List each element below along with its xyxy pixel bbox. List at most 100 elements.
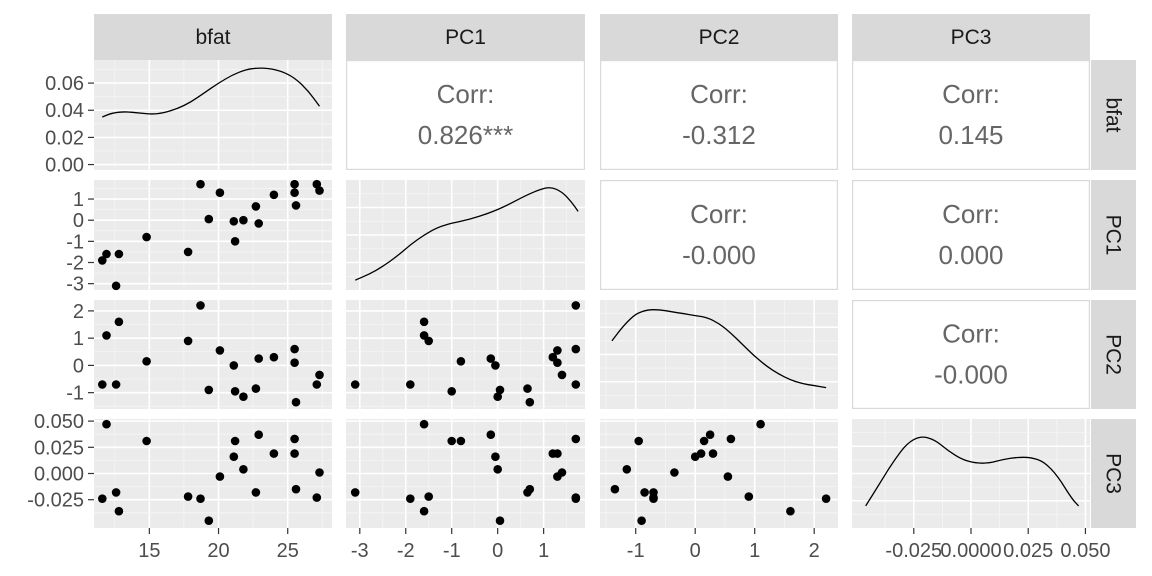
y-tick-label-bfat: 0.00 <box>45 155 84 177</box>
point-pc3-bfat-7 <box>204 516 214 525</box>
x-tick-label-pc2: 2 <box>809 540 820 562</box>
strip-row-label-pc1: PC1 <box>1102 215 1125 256</box>
point-pc1-bfat-1 <box>102 249 111 259</box>
point-pc3-pc1-4 <box>456 436 466 446</box>
point-pc2-pc1-13 <box>486 354 496 363</box>
point-pc2-bfat-8 <box>215 346 225 355</box>
point-pc2-bfat-19 <box>315 370 324 380</box>
x-tick-label-bfat: 20 <box>207 540 229 562</box>
point-pc3-pc2-8 <box>723 472 733 481</box>
panel-pc2-pc2 <box>600 300 838 409</box>
strip-row-pc2 <box>1091 300 1136 409</box>
point-pc2-pc1-4 <box>456 357 466 366</box>
panel-pc1-bfat <box>94 179 332 291</box>
y-tick-label-pc1: 1 <box>73 189 84 211</box>
corr-label: Corr: <box>942 199 1000 229</box>
strip-row-bfat <box>1091 60 1136 170</box>
corr-value: -0.312 <box>682 120 756 150</box>
panel-pc3-pc1 <box>346 419 585 528</box>
corr-label: Corr: <box>690 79 748 109</box>
y-tick-label-pc1: -3 <box>66 274 84 296</box>
y-axis-ticks: 0.000.020.040.06-3-2-101-1012-0.0250.000… <box>27 73 94 512</box>
point-pc3-bfat-14 <box>269 449 279 458</box>
point-pc3-pc2-12 <box>640 488 649 497</box>
x-tick-label-pc2: 1 <box>749 540 760 562</box>
point-pc1-bfat-5 <box>183 247 193 257</box>
point-pc3-pc1-11 <box>493 465 503 474</box>
point-pc2-pc1-2 <box>350 380 360 389</box>
x-tick-label-pc1: 1 <box>538 540 549 562</box>
point-pc2-pc1-9 <box>491 361 500 370</box>
point-pc2-bfat-11 <box>239 392 248 402</box>
y-tick-label-pc2: 2 <box>73 301 84 323</box>
point-pc2-pc1-18 <box>571 380 581 389</box>
point-pc2-bfat-14 <box>269 352 279 362</box>
point-pc1-bfat-3 <box>114 249 124 259</box>
corr-panel-bg <box>851 300 1090 410</box>
corr-value: -0.000 <box>682 240 756 270</box>
strip-col-pc2 <box>600 14 838 60</box>
strip-row-label-bfat: bfat <box>1102 97 1125 132</box>
point-pc1-bfat-15 <box>290 179 299 189</box>
corr-label: Corr: <box>690 199 748 229</box>
point-pc2-bfat-18 <box>312 380 322 389</box>
point-pc3-pc2-17 <box>610 484 620 494</box>
point-pc3-bfat-0 <box>98 494 107 504</box>
point-pc1-bfat-14 <box>269 190 279 200</box>
point-pc2-bfat-12 <box>251 384 261 393</box>
point-pc1-bfat-0 <box>98 256 107 265</box>
corr-value: 0.145 <box>938 120 1003 150</box>
y-tick-label-pc3: 0.000 <box>34 464 84 486</box>
point-pc2-bfat-5 <box>183 336 193 346</box>
density-curve-pc1 <box>354 187 579 281</box>
point-pc2-pc1-11 <box>493 392 503 402</box>
point-pc3-pc1-0 <box>406 494 415 504</box>
point-pc3-pc1-7 <box>495 516 505 525</box>
point-pc2-bfat-2 <box>111 380 121 389</box>
corr-panel-bg <box>599 180 838 291</box>
point-pc3-bfat-9 <box>229 452 239 462</box>
column-strips: bfat PC1 PC2 PC3 <box>94 14 1090 60</box>
point-pc3-pc2-7 <box>637 516 646 525</box>
corr-label: Corr: <box>437 79 495 109</box>
panel-pc1-pc3: Corr: 0.000 <box>851 180 1090 291</box>
point-pc1-bfat-19 <box>315 186 324 195</box>
point-pc3-bfat-18 <box>312 493 322 502</box>
x-tick-label-bfat: 25 <box>277 540 299 562</box>
point-pc2-pc1-8 <box>553 346 562 355</box>
y-tick-label-pc3: -0.025 <box>27 490 84 512</box>
point-pc3-bfat-2 <box>111 488 121 497</box>
point-pc3-bfat-1 <box>102 419 111 429</box>
point-pc1-bfat-10 <box>230 237 240 246</box>
point-pc2-pc1-7 <box>495 385 505 395</box>
y-tick-label-pc1: 0 <box>73 210 84 232</box>
point-pc3-pc1-19 <box>557 468 567 477</box>
panel-pc2-pc1 <box>346 300 585 409</box>
x-tick-label-pc3: 0.050 <box>1060 540 1110 562</box>
point-pc1-bfat-17 <box>291 201 301 210</box>
density-curve-pc2 <box>611 309 827 389</box>
corr-panel-bg <box>851 180 1090 291</box>
point-pc3-pc2-6 <box>821 494 831 504</box>
point-pc2-pc1-3 <box>419 317 429 327</box>
panel-pc2-pc3: Corr: -0.000 <box>851 300 1090 410</box>
x-tick-label-pc1: -1 <box>443 540 461 562</box>
point-pc1-bfat-6 <box>196 179 205 189</box>
strip-col-label-pc3: PC3 <box>951 26 992 49</box>
point-pc2-bfat-16 <box>290 358 299 368</box>
point-pc2-bfat-7 <box>204 385 214 395</box>
strip-col-label-pc1: PC1 <box>445 26 486 49</box>
point-pc1-bfat-8 <box>215 188 225 197</box>
point-pc3-pc2-16 <box>696 449 706 458</box>
strip-row-label-pc2: PC2 <box>1102 334 1125 375</box>
point-pc2-bfat-13 <box>254 354 263 363</box>
scatter-panel-bg <box>94 300 332 409</box>
point-pc3-pc1-9 <box>491 452 500 462</box>
y-tick-label-pc1: -2 <box>66 253 84 275</box>
point-pc3-pc1-18 <box>571 493 581 502</box>
point-pc3-pc1-10 <box>447 436 457 446</box>
point-pc1-bfat-2 <box>111 281 121 291</box>
point-pc3-bfat-17 <box>291 484 301 494</box>
point-pc3-pc1-16 <box>553 449 562 458</box>
point-pc3-bfat-6 <box>196 494 205 504</box>
